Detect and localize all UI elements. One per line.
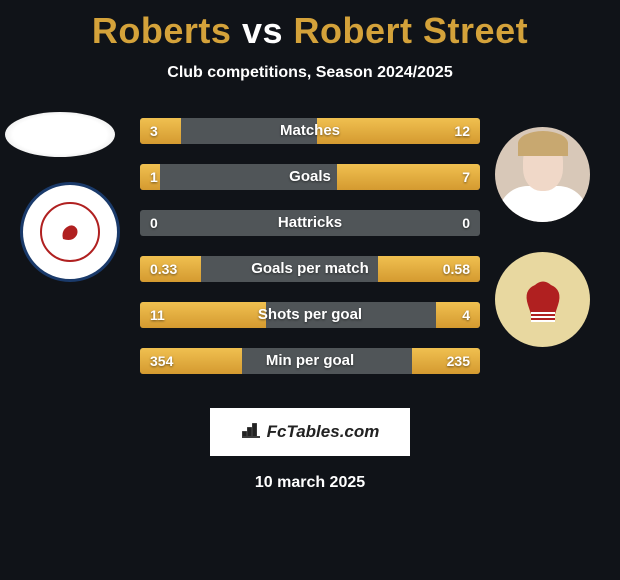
player1-club-badge <box>20 182 120 282</box>
player2-name: Robert Street <box>294 10 529 51</box>
brand-badge: FcTables.com <box>210 408 410 456</box>
vs-text: vs <box>242 10 283 51</box>
stat-row: 0Hattricks0 <box>140 204 480 240</box>
player1-name: Roberts <box>92 10 232 51</box>
stat-row: 3Matches12 <box>140 112 480 148</box>
stat-row: 1Goals7 <box>140 158 480 194</box>
stat-label: Min per goal <box>140 348 480 374</box>
stat-row: 11Shots per goal4 <box>140 296 480 332</box>
stat-label: Matches <box>140 118 480 144</box>
stat-label: Hattricks <box>140 210 480 236</box>
player1-avatar <box>5 112 115 157</box>
stat-row: 354Min per goal235 <box>140 342 480 378</box>
avatar-hair <box>518 131 568 156</box>
subtitle: Club competitions, Season 2024/2025 <box>0 64 620 82</box>
player2-club-badge <box>495 252 590 347</box>
comparison-chart: 3Matches12 1Goals7 0Hattricks0 0.33Goals pe… <box>0 112 620 392</box>
avatar-shoulders <box>498 186 588 222</box>
stat-right-value: 235 <box>447 348 470 374</box>
stat-right-value: 0.58 <box>443 256 470 282</box>
stat-bars: 3Matches12 1Goals7 0Hattricks0 0.33Goals pe… <box>140 112 480 388</box>
stat-label: Goals <box>140 164 480 190</box>
stat-row: 0.33Goals per match0.58 <box>140 250 480 286</box>
lion-icon <box>55 217 85 247</box>
player2-avatar <box>495 127 590 222</box>
brand-icon <box>241 422 261 443</box>
viking-icon <box>513 270 573 330</box>
stat-label: Shots per goal <box>140 302 480 328</box>
stat-right-value: 7 <box>462 164 470 190</box>
date-text: 10 march 2025 <box>0 474 620 492</box>
brand-text: FcTables.com <box>267 422 380 442</box>
club-badge-inner <box>40 202 100 262</box>
stat-right-value: 0 <box>462 210 470 236</box>
avatar-face <box>523 141 563 191</box>
page-title: Roberts vs Robert Street <box>0 0 620 52</box>
stat-right-value: 12 <box>454 118 470 144</box>
stat-right-value: 4 <box>462 302 470 328</box>
stat-label: Goals per match <box>140 256 480 282</box>
